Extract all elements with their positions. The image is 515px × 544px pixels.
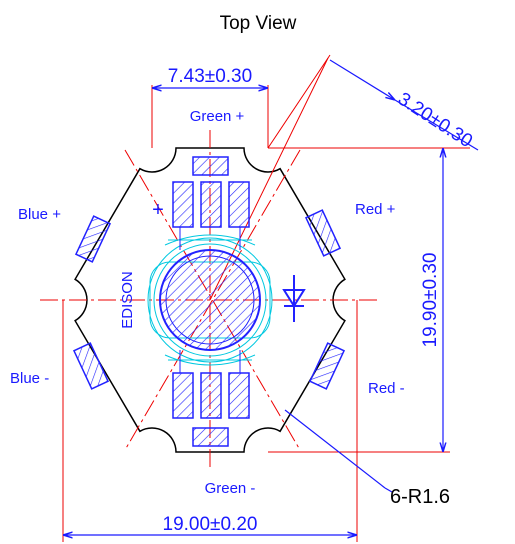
diode-symbol <box>282 275 306 322</box>
brand: EDISON <box>119 271 136 329</box>
pad-label: Green + <box>190 108 245 125</box>
board-outline <box>74 147 346 453</box>
callout: 6-R1.6 <box>390 486 450 508</box>
lens <box>159 249 261 351</box>
pad-label: Blue + <box>18 206 61 223</box>
pads <box>72 156 346 447</box>
pad-label: Red - <box>368 380 405 397</box>
pad-label: Blue - <box>10 370 49 387</box>
dimension-label: 19.90±0.30 <box>420 253 441 348</box>
pad-label: Red + <box>355 201 396 218</box>
traces <box>179 227 241 373</box>
dimension-lines <box>63 59 479 535</box>
polarity-mark: + <box>152 199 164 221</box>
dimension-label: 7.43±0.30 <box>168 66 252 87</box>
lens-inner <box>165 255 255 345</box>
dimension-label: 3.20±0.30 <box>394 89 476 153</box>
title: Top View <box>220 13 297 34</box>
pad-label: Green - <box>205 480 256 497</box>
dimension-label: 19.00±0.20 <box>163 514 258 535</box>
